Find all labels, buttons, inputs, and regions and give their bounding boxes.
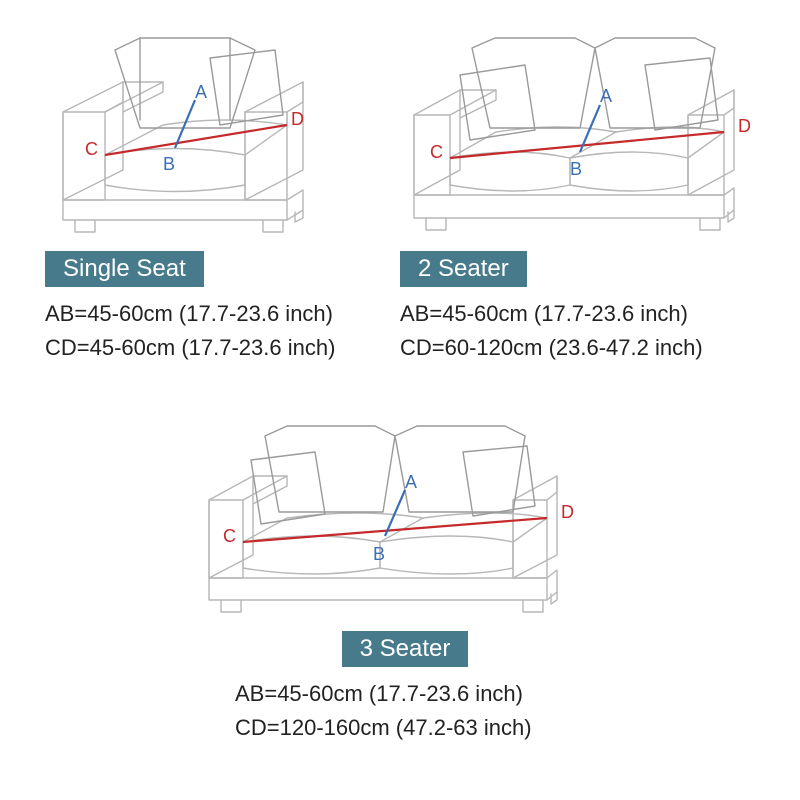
single-seat-diagram: A B C D — [45, 20, 335, 245]
spec-two-cd: CD=60-120cm (23.6-47.2 inch) — [400, 331, 790, 365]
letter-c: C — [85, 139, 98, 159]
spec-single-cd: CD=45-60cm (17.7-23.6 inch) — [45, 331, 385, 365]
spec-three-ab: AB=45-60cm (17.7-23.6 inch) — [235, 677, 615, 711]
letter-d: D — [738, 116, 751, 136]
letter-b: B — [570, 159, 582, 179]
letter-c: C — [223, 526, 236, 546]
letter-a: A — [405, 472, 417, 492]
letter-a: A — [600, 86, 612, 106]
spec-single-ab: AB=45-60cm (17.7-23.6 inch) — [45, 297, 385, 331]
letter-b: B — [163, 154, 175, 174]
badge-two-seater: 2 Seater — [400, 251, 527, 287]
spec-two-ab: AB=45-60cm (17.7-23.6 inch) — [400, 297, 790, 331]
panel-two-seater: A B C D 2 Seater AB=45-60cm (17.7-23.6 i… — [400, 20, 790, 365]
letter-d: D — [291, 109, 304, 129]
letter-a: A — [195, 82, 207, 102]
spec-three-cd: CD=120-160cm (47.2-63 inch) — [235, 711, 615, 745]
letter-d: D — [561, 502, 574, 522]
badge-single-seat: Single Seat — [45, 251, 204, 287]
letter-b: B — [373, 544, 385, 564]
two-seater-diagram: A B C D — [400, 20, 780, 245]
three-seater-diagram: A B C D — [195, 410, 605, 625]
badge-three-seater: 3 Seater — [342, 631, 469, 667]
panel-single-seat: A B C D Single Seat AB=45-60cm (17.7-23.… — [45, 20, 385, 365]
letter-c: C — [430, 142, 443, 162]
panel-three-seater: A B C D 3 Seater AB=45-60cm (17.7-23.6 i… — [195, 410, 615, 745]
